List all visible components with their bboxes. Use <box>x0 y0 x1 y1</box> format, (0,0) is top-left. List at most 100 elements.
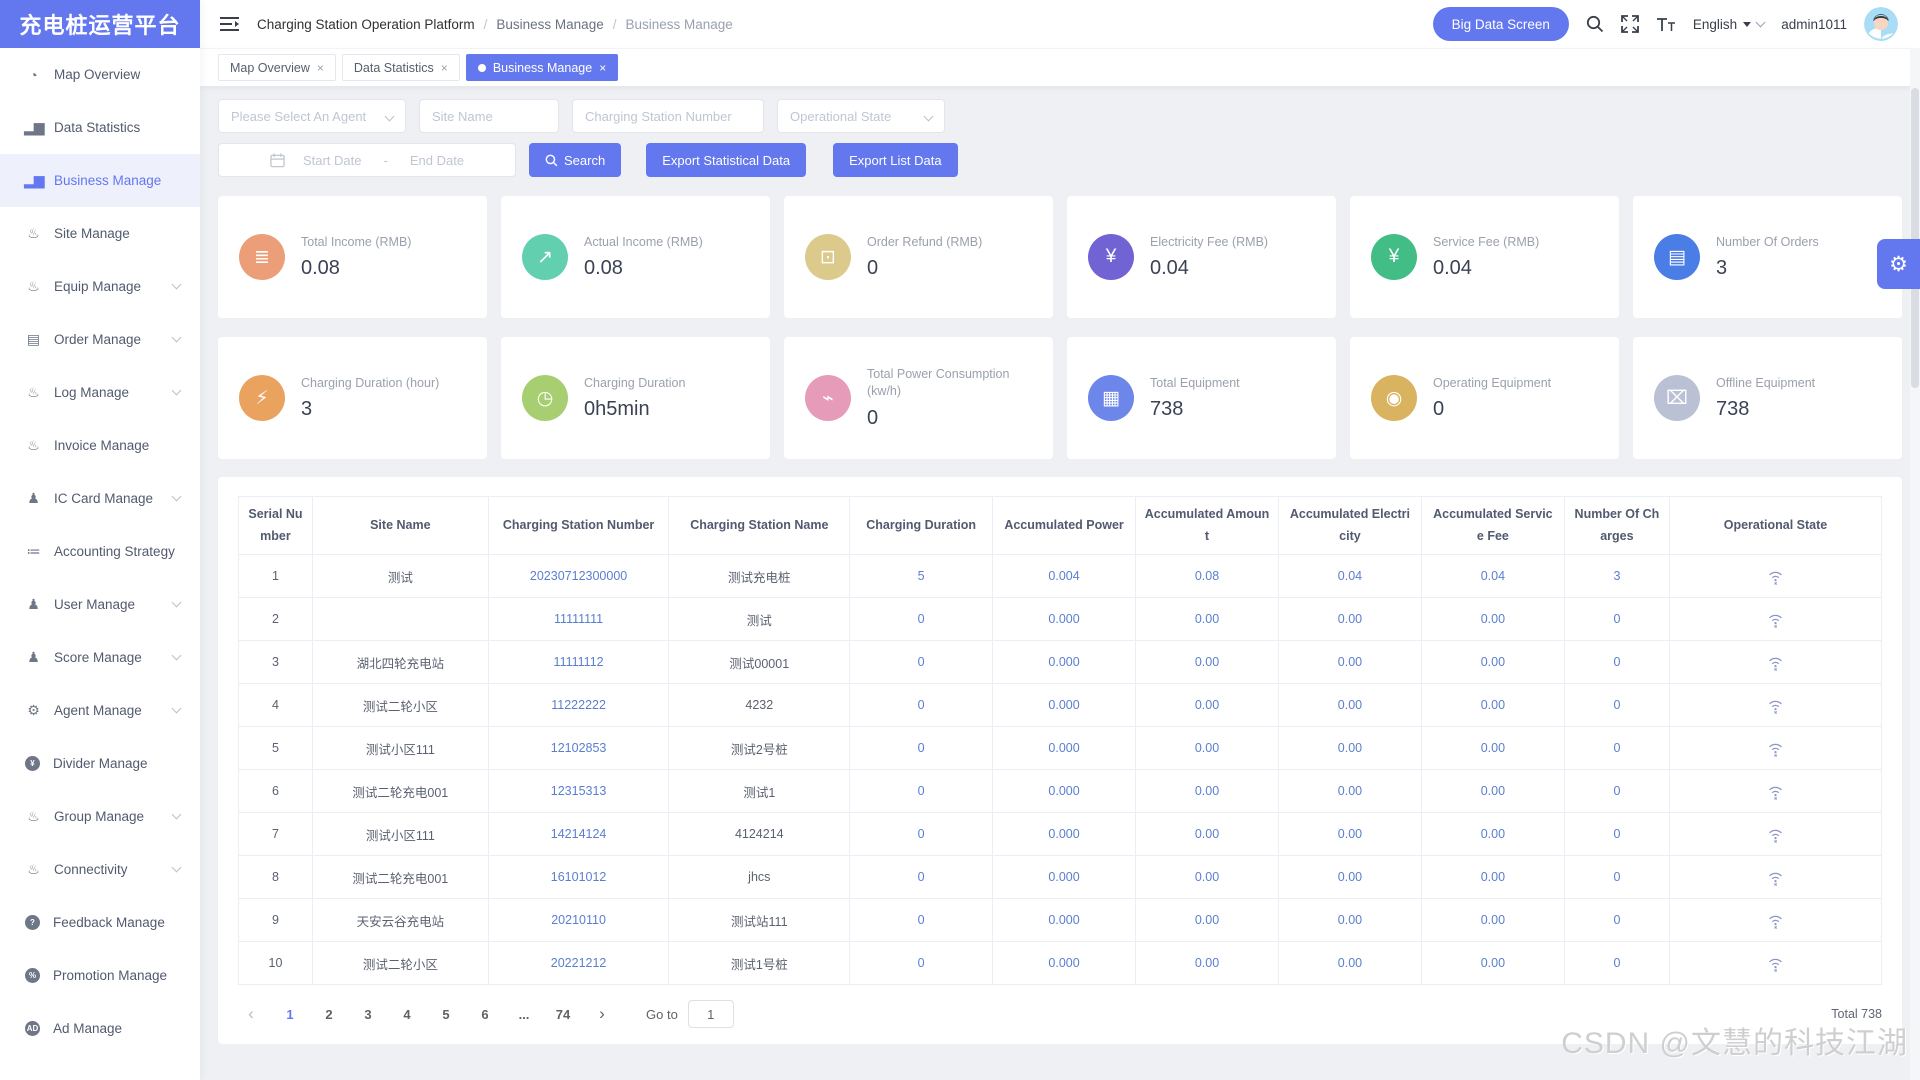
cell-accumulated-electricity[interactable]: 0.00 <box>1277 855 1422 899</box>
cell-accumulated-electricity[interactable]: 0.00 <box>1277 683 1422 727</box>
cell-number-of-charges[interactable]: 0 <box>1563 683 1670 727</box>
close-icon[interactable]: × <box>316 60 324 75</box>
sidebar-item-log-manage[interactable]: ♨ Log Manage <box>0 366 200 419</box>
fullscreen-icon[interactable] <box>1621 15 1639 33</box>
cell-number-of-charges[interactable]: 0 <box>1563 898 1670 942</box>
cell-accumulated-service-fee[interactable]: 0.00 <box>1420 640 1565 684</box>
sidebar-item-order-manage[interactable]: ▤ Order Manage <box>0 313 200 366</box>
page-button-4[interactable]: 4 <box>403 1006 411 1022</box>
cell-charging-station-number[interactable]: 14214124 <box>487 812 670 856</box>
cell-charging-station-number[interactable]: 11222222 <box>487 683 670 727</box>
cell-accumulated-power[interactable]: 0.004 <box>992 554 1137 598</box>
cell-accumulated-electricity[interactable]: 0.04 <box>1277 554 1422 598</box>
cell-charging-station-number[interactable]: 20221212 <box>487 941 670 985</box>
sidebar-item-promotion-manage[interactable]: % Promotion Manage <box>0 949 200 1002</box>
page-button-6[interactable]: 6 <box>481 1006 489 1022</box>
page-button-1[interactable]: 1 <box>286 1006 294 1022</box>
cell-charging-duration[interactable]: 0 <box>849 769 994 813</box>
cell-charging-station-number[interactable]: 11111112 <box>487 640 670 684</box>
cell-accumulated-electricity[interactable]: 0.00 <box>1277 769 1422 813</box>
page-button-2[interactable]: 2 <box>325 1006 333 1022</box>
cell-charging-duration[interactable]: 0 <box>849 812 994 856</box>
cell-accumulated-service-fee[interactable]: 0.00 <box>1420 726 1565 770</box>
cell-accumulated-electricity[interactable]: 0.00 <box>1277 812 1422 856</box>
search-icon[interactable] <box>1586 15 1604 33</box>
sidebar-item-feedback-manage[interactable]: ? Feedback Manage <box>0 896 200 949</box>
settings-gear-button[interactable]: ⚙ <box>1877 239 1920 289</box>
page-scrollbar[interactable] <box>1910 48 1920 1080</box>
cell-charging-duration[interactable]: 0 <box>849 941 994 985</box>
cell-charging-station-number[interactable]: 12315313 <box>487 769 670 813</box>
scrollbar-thumb[interactable] <box>1911 88 1919 388</box>
cell-number-of-charges[interactable]: 0 <box>1563 941 1670 985</box>
cell-accumulated-service-fee[interactable]: 0.04 <box>1420 554 1565 598</box>
font-size-icon[interactable] <box>1656 15 1676 33</box>
collapse-menu-icon[interactable] <box>220 16 239 32</box>
prev-page-button[interactable]: ‹ <box>248 1004 254 1023</box>
cell-accumulated-electricity[interactable]: 0.00 <box>1277 597 1422 641</box>
sidebar-item-accounting-strategy[interactable]: ≔ Accounting Strategy <box>0 525 200 578</box>
cell-accumulated-power[interactable]: 0.000 <box>992 898 1137 942</box>
sidebar-item-agent-manage[interactable]: ⚙ Agent Manage <box>0 684 200 737</box>
page-button-5[interactable]: 5 <box>442 1006 450 1022</box>
cell-accumulated-amount[interactable]: 0.00 <box>1135 640 1279 684</box>
cell-number-of-charges[interactable]: 0 <box>1563 597 1670 641</box>
cell-number-of-charges[interactable]: 3 <box>1563 554 1670 598</box>
cell-number-of-charges[interactable]: 0 <box>1563 769 1670 813</box>
cell-accumulated-service-fee[interactable]: 0.00 <box>1420 597 1565 641</box>
sidebar-item-divider-manage[interactable]: ¥ Divider Manage <box>0 737 200 790</box>
cell-charging-station-number[interactable]: 20210110 <box>487 898 670 942</box>
breadcrumb-item[interactable]: Charging Station Operation Platform <box>257 16 475 32</box>
cell-accumulated-amount[interactable]: 0.00 <box>1135 726 1279 770</box>
big-data-screen-button[interactable]: Big Data Screen <box>1432 7 1569 41</box>
agent-select[interactable]: Please Select An Agent <box>218 99 406 133</box>
tab-business-manage[interactable]: Business Manage × <box>465 54 619 81</box>
goto-page-input[interactable] <box>687 1000 734 1028</box>
sidebar-item-group-manage[interactable]: ♨ Group Manage <box>0 790 200 843</box>
cell-accumulated-amount[interactable]: 0.00 <box>1135 769 1279 813</box>
cell-number-of-charges[interactable]: 0 <box>1563 812 1670 856</box>
cell-accumulated-service-fee[interactable]: 0.00 <box>1420 812 1565 856</box>
cell-charging-station-number[interactable]: 12102853 <box>487 726 670 770</box>
sidebar-item-connectivity[interactable]: ♨ Connectivity <box>0 843 200 896</box>
cell-charging-duration[interactable]: 0 <box>849 898 994 942</box>
cell-accumulated-amount[interactable]: 0.00 <box>1135 597 1279 641</box>
operational-state-select[interactable]: Operational State <box>777 99 945 133</box>
sidebar-item-invoice-manage[interactable]: ♨ Invoice Manage <box>0 419 200 472</box>
cell-number-of-charges[interactable]: 0 <box>1563 855 1670 899</box>
sidebar-item-business-manage[interactable]: ▂▆ Business Manage <box>0 154 200 207</box>
cell-accumulated-service-fee[interactable]: 0.00 <box>1420 898 1565 942</box>
export-list-data-button[interactable]: Export List Data <box>833 143 958 177</box>
cell-accumulated-service-fee[interactable]: 0.00 <box>1420 855 1565 899</box>
tab-map-overview[interactable]: Map Overview × <box>218 54 336 81</box>
export-statistical-data-button[interactable]: Export Statistical Data <box>646 143 807 177</box>
cell-charging-duration[interactable]: 5 <box>849 554 994 598</box>
sidebar-item-data-statistics[interactable]: ▂▆ Data Statistics <box>0 101 200 154</box>
cell-accumulated-electricity[interactable]: 0.00 <box>1277 898 1422 942</box>
cell-accumulated-amount[interactable]: 0.00 <box>1135 941 1279 985</box>
language-selector[interactable]: English <box>1693 17 1766 32</box>
sidebar-item-score-manage[interactable]: ♟ Score Manage <box>0 631 200 684</box>
sidebar-item-ad-manage[interactable]: AD Ad Manage <box>0 1002 200 1055</box>
cell-accumulated-service-fee[interactable]: 0.00 <box>1420 683 1565 727</box>
cell-accumulated-power[interactable]: 0.000 <box>992 855 1137 899</box>
cell-charging-station-number[interactable]: 20230712300000 <box>487 554 670 598</box>
cell-accumulated-amount[interactable]: 0.00 <box>1135 855 1279 899</box>
page-button-3[interactable]: 3 <box>364 1006 372 1022</box>
cell-accumulated-amount[interactable]: 0.00 <box>1135 683 1279 727</box>
tab-data-statistics[interactable]: Data Statistics × <box>341 54 460 81</box>
station-number-input[interactable] <box>585 108 751 124</box>
cell-accumulated-power[interactable]: 0.000 <box>992 812 1137 856</box>
close-icon[interactable]: × <box>440 60 448 75</box>
cell-accumulated-power[interactable]: 0.000 <box>992 597 1137 641</box>
cell-charging-duration[interactable]: 0 <box>849 597 994 641</box>
sidebar-item-map-overview[interactable]: ◔ Map Overview <box>0 48 200 101</box>
breadcrumb-item[interactable]: Business Manage <box>496 16 604 32</box>
cell-charging-station-number[interactable]: 16101012 <box>487 855 670 899</box>
cell-accumulated-power[interactable]: 0.000 <box>992 726 1137 770</box>
cell-accumulated-power[interactable]: 0.000 <box>992 941 1137 985</box>
cell-accumulated-amount[interactable]: 0.00 <box>1135 812 1279 856</box>
cell-accumulated-amount[interactable]: 0.08 <box>1135 554 1279 598</box>
avatar[interactable] <box>1864 7 1898 41</box>
cell-charging-station-number[interactable]: 11111111 <box>487 597 670 641</box>
